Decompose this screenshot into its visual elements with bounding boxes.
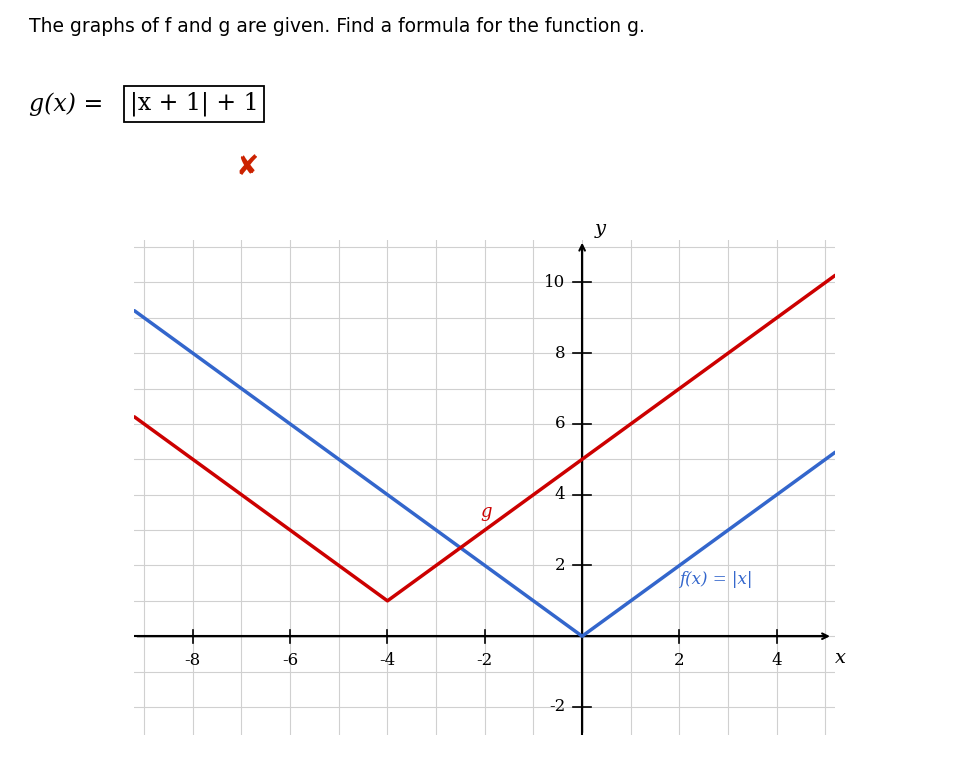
Text: x: x [834,649,846,666]
Text: 6: 6 [555,416,565,433]
Text: -2: -2 [477,652,492,670]
Text: -6: -6 [282,652,299,670]
Text: 2: 2 [555,557,565,574]
Text: 8: 8 [555,344,565,361]
Text: -4: -4 [379,652,396,670]
Text: 10: 10 [544,274,565,291]
Text: 2: 2 [674,652,684,670]
Text: 4: 4 [555,486,565,503]
Text: 4: 4 [772,652,782,670]
Text: The graphs of f and g are given. Find a formula for the function g.: The graphs of f and g are given. Find a … [29,17,645,36]
Text: g: g [480,503,492,522]
Text: y: y [594,220,606,238]
Text: |x + 1| + 1: |x + 1| + 1 [130,92,258,116]
Text: f(x) = |x|: f(x) = |x| [680,571,753,588]
Text: ✘: ✘ [235,153,258,181]
Text: -8: -8 [184,652,201,670]
Text: -2: -2 [549,698,565,715]
Text: g(x) =: g(x) = [29,92,110,116]
